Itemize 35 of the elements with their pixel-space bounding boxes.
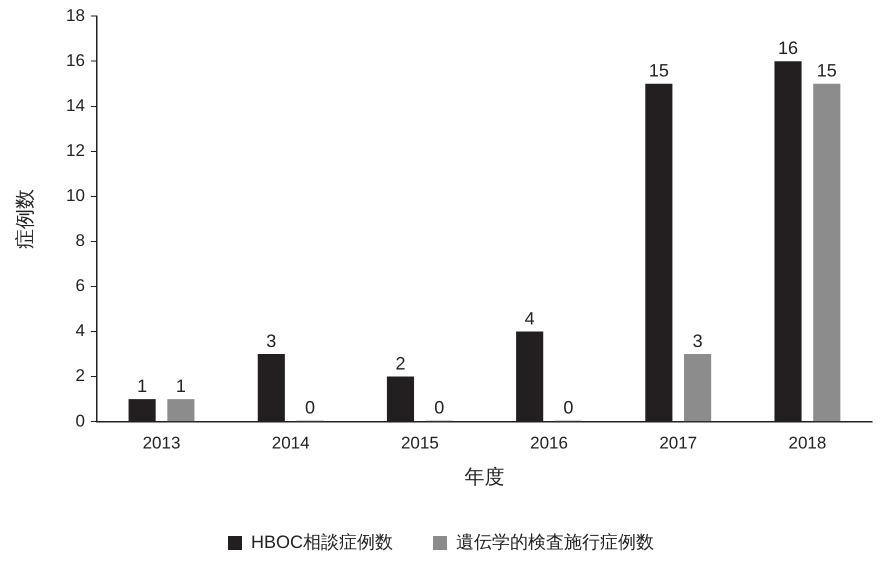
y-tick-label: 16 bbox=[66, 50, 85, 70]
bar bbox=[813, 84, 840, 422]
x-tick-label: 2013 bbox=[142, 433, 180, 452]
data-label: 0 bbox=[434, 398, 444, 418]
y-tick-label: 18 bbox=[66, 6, 85, 25]
data-label: 2 bbox=[395, 354, 406, 374]
y-tick-label: 6 bbox=[75, 276, 85, 296]
data-label: 4 bbox=[524, 308, 535, 328]
y-tick-label: 2 bbox=[75, 366, 85, 386]
data-label: 1 bbox=[137, 376, 148, 396]
x-tick-label: 2017 bbox=[659, 433, 698, 452]
data-label: 16 bbox=[778, 38, 798, 58]
bar bbox=[684, 354, 712, 422]
x-tick-label: 2014 bbox=[272, 433, 310, 452]
x-axis-title: 年度 bbox=[464, 466, 504, 489]
y-tick-label: 12 bbox=[66, 141, 85, 160]
data-label: 1 bbox=[176, 376, 186, 396]
y-tick-label: 4 bbox=[75, 321, 85, 340]
bar bbox=[167, 399, 194, 422]
y-tick-label: 0 bbox=[75, 411, 85, 430]
data-label: 15 bbox=[648, 60, 669, 81]
data-label: 15 bbox=[816, 60, 837, 81]
legend-label: 遺伝学的検査施行症例数 bbox=[456, 532, 654, 552]
y-tick-label: 14 bbox=[66, 96, 85, 115]
data-label: 0 bbox=[305, 398, 316, 418]
data-label: 0 bbox=[563, 398, 574, 418]
data-label: 3 bbox=[266, 331, 276, 351]
x-tick-label: 2015 bbox=[400, 433, 439, 452]
y-axis-title: 症例数 bbox=[14, 188, 37, 249]
x-tick-label: 2018 bbox=[788, 433, 826, 452]
y-tick-label: 8 bbox=[75, 231, 85, 250]
legend-label: HBOC相談症例数 bbox=[251, 532, 394, 552]
data-label: 3 bbox=[692, 331, 703, 351]
x-tick-label: 2016 bbox=[530, 433, 568, 452]
y-tick-label: 10 bbox=[66, 186, 85, 206]
